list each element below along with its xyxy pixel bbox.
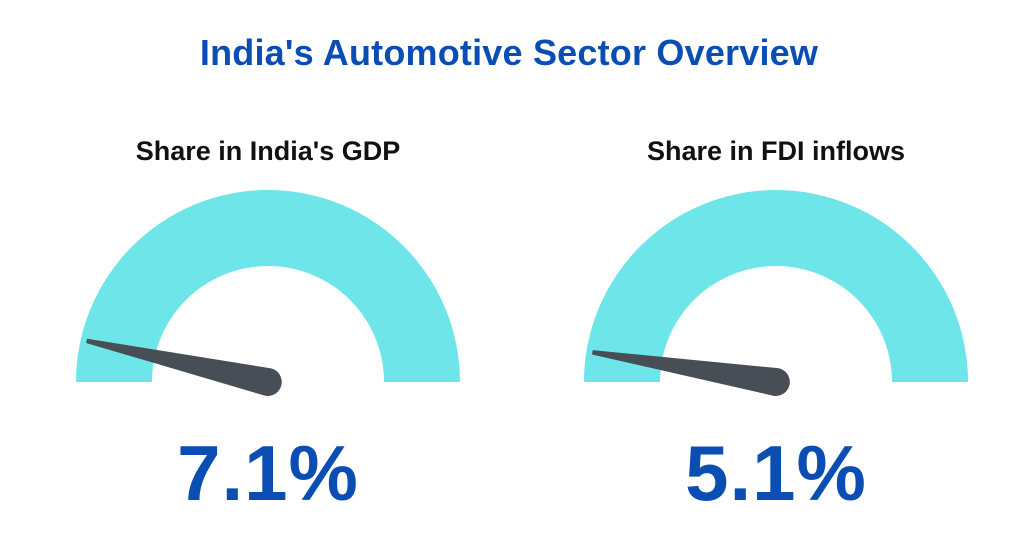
gauge-chart	[584, 190, 968, 396]
page-title: India's Automotive Sector Overview	[199, 32, 819, 73]
gauge-title: Share in FDI inflows	[646, 136, 906, 166]
gauge-title: Share in India's GDP	[135, 136, 401, 166]
gauge-arc	[584, 190, 968, 382]
gauge-arc	[76, 190, 460, 382]
gauge-needle	[592, 350, 790, 396]
gauge-value-label: 5.1%	[685, 429, 867, 517]
gauge-needle	[86, 338, 282, 396]
gauge-chart	[76, 190, 460, 396]
gauge-gdp-share: Share in India's GDP 7.1%	[68, 136, 468, 536]
gauge-value-label: 7.1%	[177, 429, 359, 517]
gauge-fdi-share: Share in FDI inflows 5.1%	[576, 136, 976, 536]
